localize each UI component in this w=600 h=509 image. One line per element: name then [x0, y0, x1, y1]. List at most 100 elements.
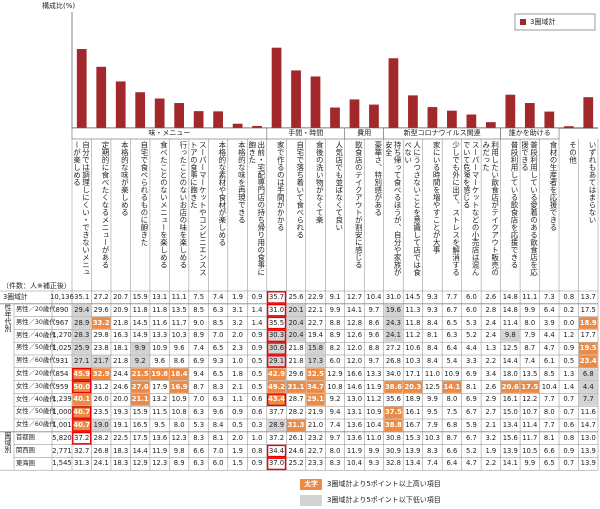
group-label: 新型コロナウイルス関連: [403, 129, 481, 137]
row-label: 女性／60歳代: [16, 421, 56, 429]
table-cell: 8.6: [173, 357, 185, 365]
table-cell: 13.5: [171, 305, 187, 314]
high-cell: [130, 368, 150, 381]
max-box: [266, 444, 287, 458]
category-label: 食べたことのないメニューを楽しめる: [159, 141, 169, 269]
table-cell: 11.8: [152, 305, 168, 314]
row-label: 東海圏: [16, 459, 35, 467]
table-cell: 28.7: [288, 395, 304, 404]
row-n: 1,545: [52, 459, 72, 468]
row-n: 10,136: [50, 293, 74, 301]
table-cell: 7.0: [212, 446, 224, 455]
low-cell: [286, 304, 306, 317]
table-cell: 18.9: [405, 395, 421, 404]
table-cell: 21.0: [307, 421, 324, 429]
table-cell: 8.7: [524, 344, 536, 353]
table-cell: 4.4: [465, 344, 477, 353]
table-cell: 18.9: [579, 318, 597, 327]
table-cell: 0.6: [251, 408, 263, 417]
table-cell: 17.7: [580, 331, 596, 340]
table-cell: 1.4: [251, 318, 263, 327]
row-n: 1,270: [52, 331, 72, 340]
table-cell: 3.2: [232, 318, 243, 327]
bar: [563, 126, 574, 128]
table-cell: 10.9: [444, 369, 460, 378]
table-cell: 26.1: [288, 433, 304, 442]
table-cell: 6.3: [193, 408, 205, 417]
table-cell: 16.6: [346, 369, 363, 378]
table-cell: 2.1: [232, 382, 243, 391]
table-cell: 10.3: [424, 433, 440, 442]
row-label: 男性／20歳代: [16, 306, 56, 314]
table-cell: 8.4: [426, 318, 438, 327]
table-cell: 11.9: [366, 382, 382, 391]
row-label: 首都圏: [16, 434, 35, 442]
row-n: 959: [55, 382, 69, 391]
category-label: いずれもあてはまらない: [587, 141, 597, 224]
high-cell: [306, 393, 325, 406]
table-cell: 7.5: [446, 408, 458, 417]
row-label: 女性／30歳代: [16, 382, 56, 390]
table-cell: 8.4: [426, 344, 438, 353]
table-cell: 6.6: [446, 446, 458, 455]
max-box: [72, 431, 92, 445]
table-cell: 7.0: [193, 395, 205, 404]
low-cell: [72, 329, 91, 342]
low-cell: [91, 355, 111, 368]
table-cell: 14.1: [346, 305, 363, 314]
table-cell: 1.3: [485, 344, 497, 353]
row-n: 5,820: [52, 433, 72, 442]
table-cell: 0.6: [563, 421, 575, 429]
table-cell: 8.3: [193, 433, 205, 442]
table-cell: 7.0: [212, 331, 224, 340]
table-cell: 23.4: [579, 357, 597, 365]
table-cell: 0.7: [563, 459, 575, 468]
table-cell: 37.7: [268, 408, 285, 417]
table-cell: 15.0: [502, 408, 518, 417]
table-cell: 3.9: [543, 318, 555, 327]
count-note: （件数：人※補正後）: [2, 282, 71, 290]
bar: [447, 110, 457, 128]
table-cell: 9.6: [154, 357, 166, 365]
table-cell: 11.1: [171, 293, 187, 301]
category-label: 自宅で落ち着いて食べられる: [295, 141, 305, 239]
max-box: [72, 367, 92, 381]
high-cell: [150, 368, 169, 381]
category-label: 人にうつさないことを意識して店では食べない: [405, 141, 422, 276]
table-cell: 30.8: [385, 433, 401, 442]
bar: [583, 97, 594, 128]
table-cell: 8.5: [193, 305, 205, 314]
table-cell: 0.5: [251, 357, 263, 365]
high-cell: [306, 381, 325, 393]
row-n: 890: [55, 305, 69, 314]
table-cell: 13.0: [580, 433, 596, 442]
table-cell: 13.4: [405, 459, 421, 468]
table-cell: 23.5: [93, 408, 109, 417]
table-cell: 29.4: [74, 305, 90, 314]
table-cell: 28.2: [93, 433, 109, 442]
table-cell: 24.4: [113, 369, 129, 378]
table-cell: 21.1: [131, 395, 149, 404]
table-cell: 0.5: [563, 357, 575, 365]
table-cell: 6.6: [193, 446, 205, 455]
table-cell: 17.1: [405, 369, 421, 378]
high-cell: [169, 368, 189, 381]
table-cell: 10.9: [152, 344, 168, 353]
table-cell: 11.6: [580, 408, 596, 417]
table-cell: 8.6: [368, 318, 380, 327]
table-cell: 49.2: [268, 382, 285, 391]
table-cell: 9.9: [329, 305, 341, 314]
table-cell: 22.7: [307, 446, 324, 455]
table-cell: 27.1: [74, 357, 90, 365]
table-cell: 35.6: [385, 395, 401, 404]
category-label: 利用したい飲食店がテイクアウト販売のみだった: [483, 141, 500, 276]
table-cell: 16.1: [405, 408, 421, 417]
legend-high-swatch: [300, 479, 322, 490]
max-box: [266, 393, 287, 407]
row-n: 2,771: [52, 446, 72, 455]
high-cell: [91, 317, 111, 329]
table-cell: 4.7: [465, 459, 477, 468]
table-cell: 14.9: [132, 331, 148, 340]
table-cell: 20.1: [288, 305, 304, 314]
